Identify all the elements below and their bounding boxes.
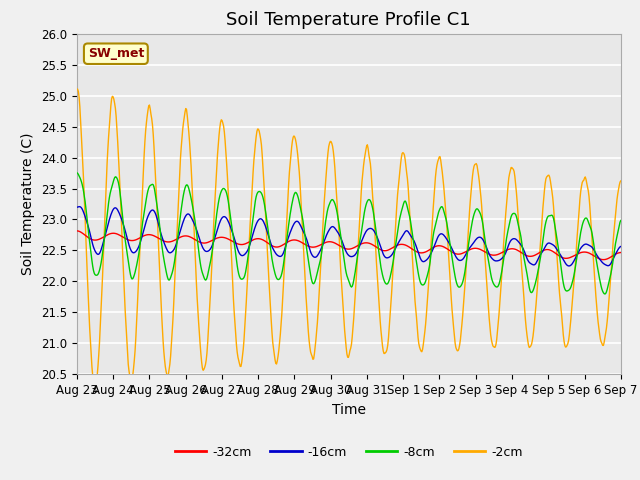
Legend: -32cm, -16cm, -8cm, -2cm: -32cm, -16cm, -8cm, -2cm <box>170 441 528 464</box>
X-axis label: Time: Time <box>332 403 366 417</box>
Y-axis label: Soil Temperature (C): Soil Temperature (C) <box>21 133 35 275</box>
Text: SW_met: SW_met <box>88 47 144 60</box>
Title: Soil Temperature Profile C1: Soil Temperature Profile C1 <box>227 11 471 29</box>
